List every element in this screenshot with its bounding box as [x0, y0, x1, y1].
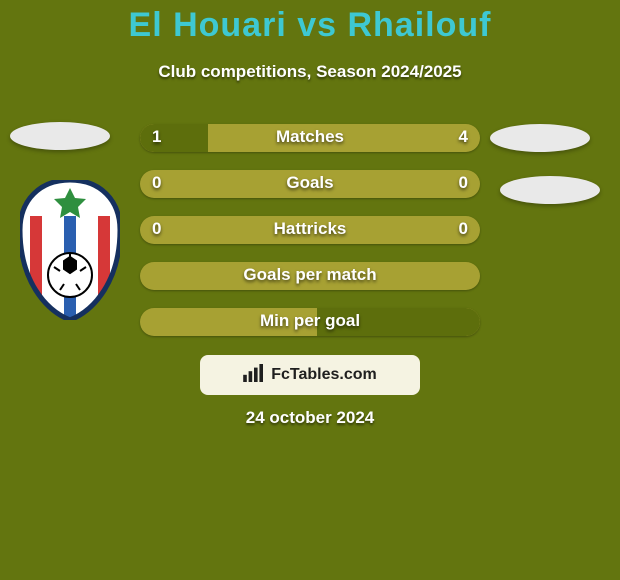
stat-row: Hattricks0 0: [140, 216, 480, 244]
player-right-avatar-2: [500, 176, 600, 204]
stat-label: Matches: [140, 127, 480, 147]
watermark: FcTables.com: [200, 355, 420, 395]
stat-value-right: 4: [459, 127, 468, 147]
subtitle: Club competitions, Season 2024/2025: [0, 62, 620, 82]
page-title: El Houari vs Rhailouf: [0, 6, 620, 45]
stat-label: Min per goal: [140, 311, 480, 331]
stat-label: Goals per match: [140, 265, 480, 285]
stat-row: Goals0 0: [140, 170, 480, 198]
watermark-icon: [243, 364, 265, 387]
stat-label: Goals: [140, 173, 480, 193]
watermark-text: FcTables.com: [271, 366, 377, 384]
stat-value-right: 0: [459, 219, 468, 239]
comparison-card: El Houari vs Rhailouf Club competitions,…: [0, 0, 620, 580]
stat-label: Hattricks: [140, 219, 480, 239]
player-right-avatar-1: [490, 124, 590, 152]
stat-value-left: 1: [152, 127, 161, 147]
stat-value-right: 0: [459, 173, 468, 193]
stat-row: Min per goal: [140, 308, 480, 336]
stat-row: Matches1 4: [140, 124, 480, 152]
player-left-avatar: [10, 122, 110, 150]
stat-row: Goals per match: [140, 262, 480, 290]
club-badge: [20, 180, 120, 320]
stat-value-left: 0: [152, 173, 161, 193]
date-stamp: 24 october 2024: [0, 408, 620, 428]
stat-value-left: 0: [152, 219, 161, 239]
